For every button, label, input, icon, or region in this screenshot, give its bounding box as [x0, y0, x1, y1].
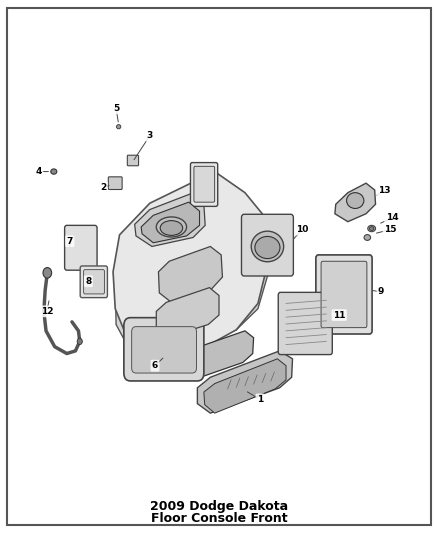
- Text: 2009 Dodge Dakota: 2009 Dodge Dakota: [150, 500, 288, 513]
- Polygon shape: [204, 359, 286, 413]
- FancyBboxPatch shape: [84, 270, 104, 294]
- FancyBboxPatch shape: [65, 225, 97, 270]
- Text: Floor Console Front: Floor Console Front: [151, 512, 287, 525]
- FancyBboxPatch shape: [241, 214, 293, 276]
- Ellipse shape: [51, 169, 57, 174]
- Ellipse shape: [370, 227, 374, 230]
- FancyBboxPatch shape: [278, 292, 332, 354]
- Ellipse shape: [156, 217, 187, 237]
- FancyBboxPatch shape: [80, 266, 107, 297]
- Text: 11: 11: [333, 311, 346, 319]
- Text: 14: 14: [386, 214, 398, 222]
- Text: 8: 8: [85, 277, 92, 286]
- Text: 4: 4: [35, 167, 42, 176]
- Text: 3: 3: [147, 131, 153, 140]
- Text: 12: 12: [41, 307, 53, 316]
- Text: 15: 15: [384, 225, 396, 234]
- Polygon shape: [134, 193, 205, 246]
- Polygon shape: [115, 224, 269, 353]
- FancyBboxPatch shape: [108, 177, 122, 190]
- Ellipse shape: [255, 237, 280, 259]
- Ellipse shape: [364, 235, 371, 240]
- FancyBboxPatch shape: [124, 318, 204, 381]
- FancyBboxPatch shape: [321, 261, 367, 328]
- Ellipse shape: [251, 231, 284, 262]
- Ellipse shape: [160, 221, 183, 236]
- FancyBboxPatch shape: [132, 327, 197, 373]
- FancyBboxPatch shape: [191, 163, 218, 206]
- Text: 2: 2: [100, 183, 106, 192]
- FancyBboxPatch shape: [316, 255, 372, 334]
- Text: 7: 7: [67, 237, 73, 246]
- Polygon shape: [188, 331, 254, 378]
- Text: 10: 10: [296, 225, 308, 234]
- Ellipse shape: [346, 192, 364, 208]
- Ellipse shape: [368, 225, 375, 232]
- Text: 13: 13: [378, 185, 390, 195]
- Polygon shape: [198, 351, 293, 413]
- Polygon shape: [141, 202, 200, 243]
- Polygon shape: [159, 246, 223, 302]
- Polygon shape: [113, 172, 271, 356]
- Circle shape: [77, 338, 82, 344]
- Text: 5: 5: [113, 104, 119, 113]
- Text: 6: 6: [152, 361, 158, 370]
- Polygon shape: [156, 288, 219, 338]
- FancyBboxPatch shape: [194, 166, 215, 202]
- Polygon shape: [335, 183, 375, 222]
- Text: 1: 1: [257, 395, 263, 404]
- FancyBboxPatch shape: [127, 155, 138, 166]
- Text: 9: 9: [378, 287, 385, 296]
- Circle shape: [43, 268, 52, 278]
- Ellipse shape: [117, 125, 121, 129]
